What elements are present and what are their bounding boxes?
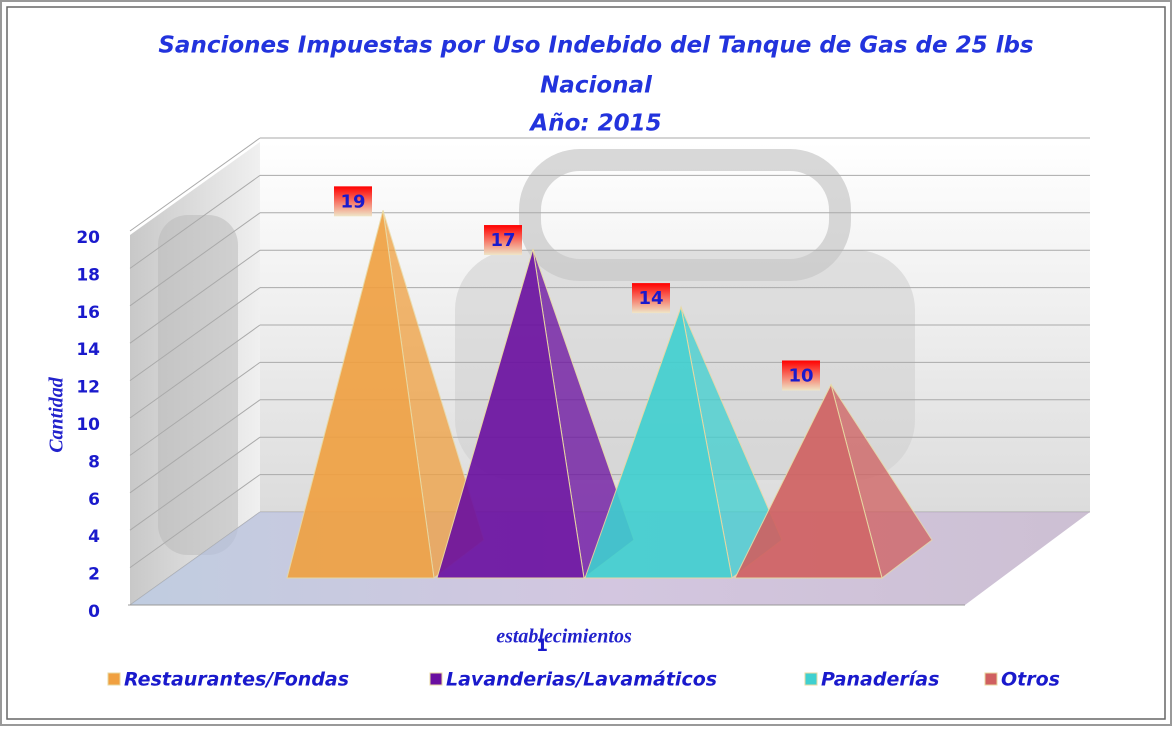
y-tick-label: 18	[76, 265, 100, 285]
x-axis-title: establecimientos	[496, 626, 632, 648]
grid-line	[129, 436, 261, 531]
y-tick-label: 10	[76, 415, 100, 435]
tank-small	[158, 215, 238, 555]
value-label-box	[484, 225, 522, 256]
chart-subtitle: Nacional	[540, 73, 653, 99]
grid-line	[129, 324, 261, 419]
grid-line	[129, 137, 261, 232]
x-tick-label: 1	[536, 636, 548, 656]
grid-line	[129, 287, 261, 382]
y-tick-label: 16	[76, 303, 100, 323]
y-tick-label: 4	[88, 527, 100, 547]
tank-handle	[519, 149, 851, 281]
y-tick-label: 20	[76, 228, 100, 248]
value-label: 10	[788, 366, 813, 387]
pyramid-front	[734, 383, 883, 579]
legend-swatch	[429, 672, 443, 686]
legend-label: Lavanderias/Lavamáticos	[446, 669, 717, 691]
pyramid: 10	[734, 360, 933, 579]
grid-line	[129, 399, 261, 494]
value-label-box	[334, 186, 372, 217]
legend-label: Otros	[1001, 669, 1060, 691]
y-tick-label: 8	[88, 452, 100, 472]
chart-subtitle: Año: 2015	[528, 111, 661, 137]
legend-label: Panaderías	[821, 669, 939, 691]
pyramid: 17	[436, 225, 635, 579]
y-tick-label: 2	[88, 565, 100, 585]
value-label: 14	[638, 288, 663, 309]
value-label-box	[632, 283, 670, 314]
pyramid-front	[584, 305, 733, 579]
grid-line	[129, 174, 261, 269]
legend-label: Restaurantes/Fondas	[124, 669, 349, 691]
pyramid-front	[436, 248, 585, 579]
grid-line	[129, 249, 261, 344]
pyramid: 14	[584, 283, 783, 579]
chart-title: Sanciones Impuestas por Uso Indebido del…	[158, 33, 1033, 59]
value-label: 19	[340, 191, 365, 212]
grid-line	[129, 361, 261, 456]
grid-line	[129, 212, 261, 307]
legend-swatch	[107, 672, 121, 686]
y-axis-title: Cantidad	[46, 376, 68, 453]
legend-swatch	[804, 672, 818, 686]
y-tick-label: 6	[88, 490, 100, 510]
y-tick-label: 14	[76, 340, 100, 360]
y-tick-label: 0	[88, 602, 100, 622]
value-label: 17	[490, 230, 515, 251]
value-label-box	[782, 360, 820, 391]
y-tick-label: 12	[76, 378, 100, 398]
inner-frame	[6, 6, 1166, 720]
pyramid-front	[286, 210, 435, 579]
grid-line	[129, 474, 261, 569]
legend-swatch	[984, 672, 998, 686]
